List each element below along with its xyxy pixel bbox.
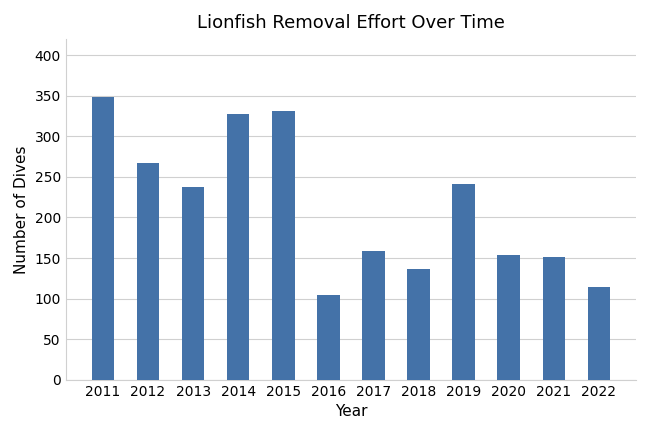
Bar [408,269,430,380]
X-axis label: Year: Year [335,404,367,419]
Bar [543,257,565,380]
Bar [317,294,339,380]
Bar [136,163,159,380]
Bar [497,255,520,380]
Bar [362,251,385,380]
Title: Lionfish Removal Effort Over Time: Lionfish Removal Effort Over Time [197,14,505,32]
Bar [272,111,294,380]
Bar [227,114,250,380]
Y-axis label: Number of Dives: Number of Dives [14,145,29,274]
Bar [452,184,475,380]
Bar [182,187,204,380]
Bar [92,97,114,380]
Bar [588,287,610,380]
